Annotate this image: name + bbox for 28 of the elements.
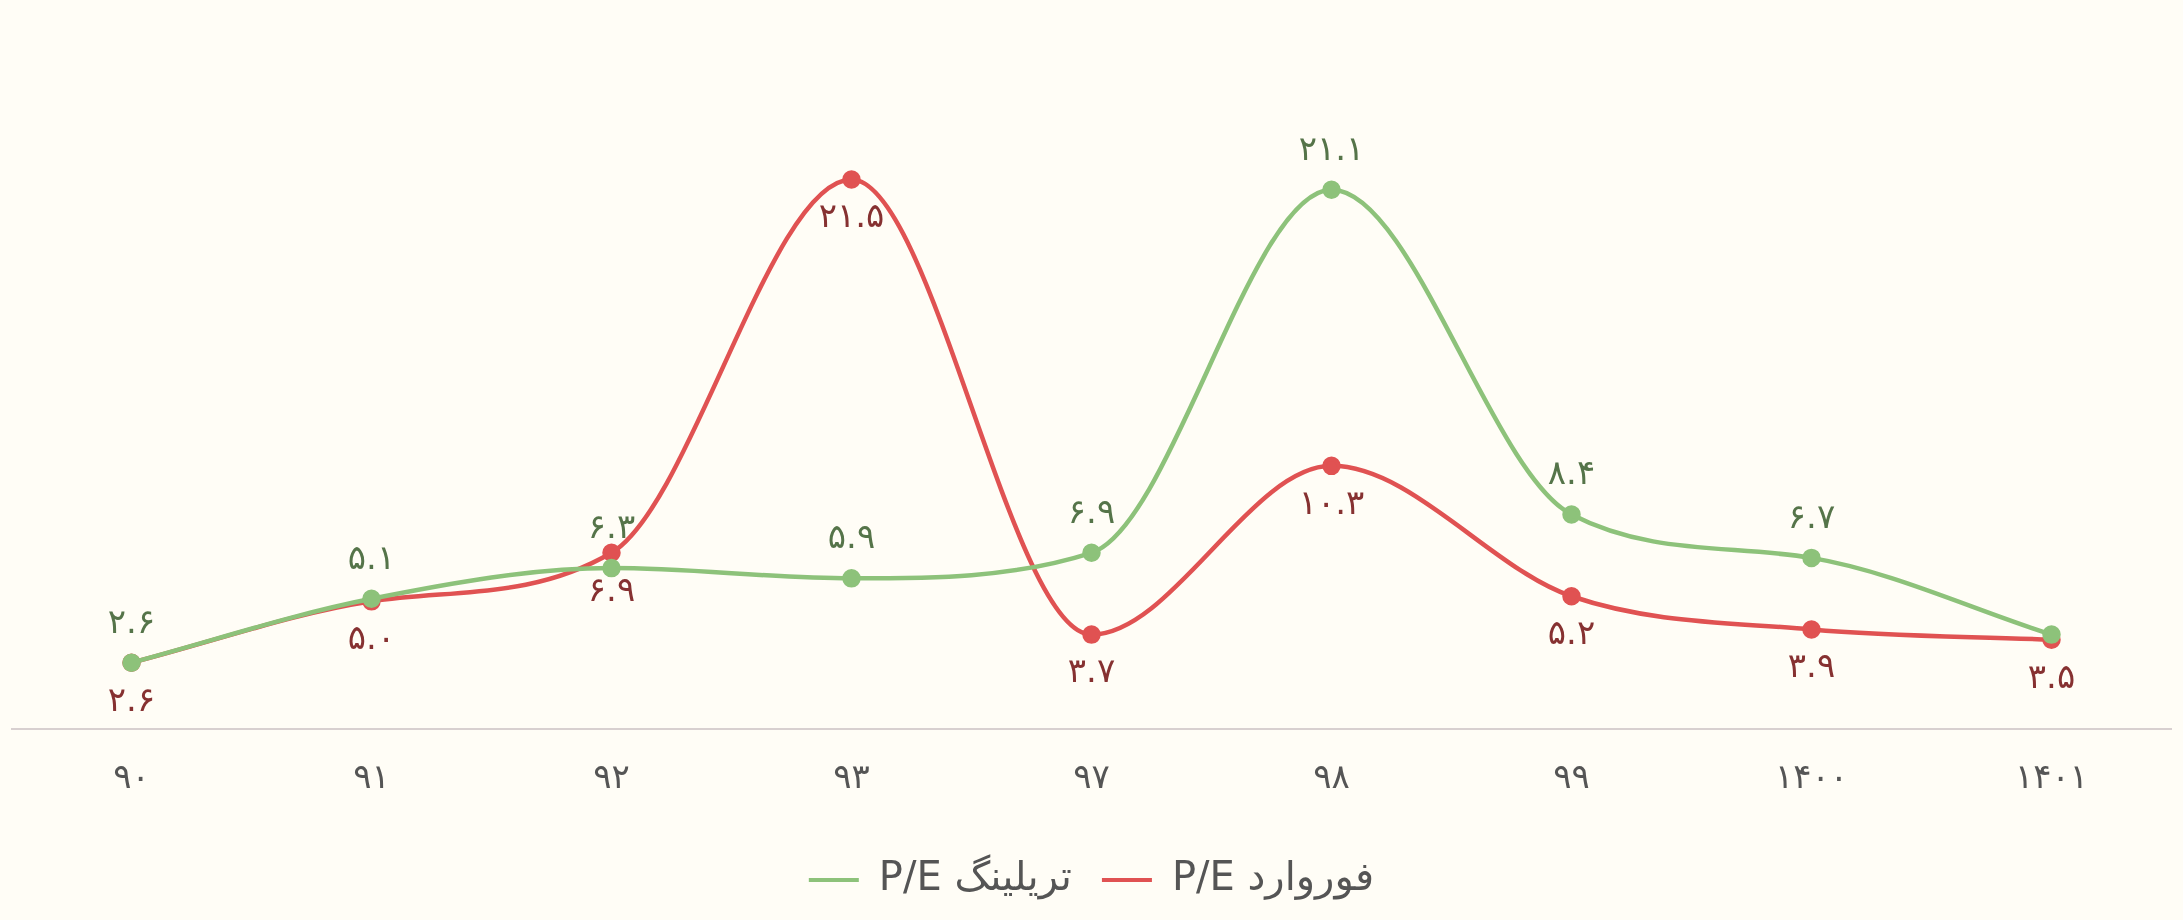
data-label: ۳.۹: [1787, 645, 1836, 686]
x-tick-label: ۹۸: [1313, 756, 1350, 797]
data-label: ۲.۶: [107, 600, 156, 641]
data-label: ۲.۶: [107, 678, 156, 719]
data-label: ۲۱.۵: [818, 195, 885, 236]
data-label: ۱۰.۳: [1298, 481, 1365, 522]
data-label: ۶.۳: [587, 505, 636, 546]
data-label: ۸.۴: [1547, 452, 1596, 493]
data-label: ۳.۵: [2027, 655, 2076, 696]
data-label: ۶.۹: [587, 568, 636, 609]
x-tick-label: ۱۴۰۰: [1774, 756, 1849, 797]
data-label: ۵.۱: [347, 536, 396, 577]
legend-label: P/E فوروارد: [1171, 853, 1375, 901]
x-tick-label: ۹۳: [833, 756, 870, 797]
data-label: ۵.۹: [827, 516, 876, 557]
data-label: ۵.۲: [1547, 612, 1596, 653]
data-label: ۵.۰: [347, 617, 396, 658]
x-tick-label: ۹۲: [593, 756, 630, 797]
x-tick-label: ۹۱: [353, 756, 390, 797]
data-label: ۶.۹: [1067, 490, 1116, 531]
x-tick-label: ۹۷: [1073, 756, 1110, 797]
x-tick-label: ۱۴۰۱: [2014, 756, 2089, 797]
data-label: ۳.۷: [1067, 650, 1116, 691]
x-tick-label: ۹۰: [113, 756, 150, 797]
legend-label: P/E تریلینگ: [878, 853, 1072, 901]
data-label: ۲۱.۱: [1298, 127, 1365, 168]
data-label: ۶.۷: [1787, 495, 1836, 536]
x-tick-label: ۹۹: [1553, 756, 1590, 797]
